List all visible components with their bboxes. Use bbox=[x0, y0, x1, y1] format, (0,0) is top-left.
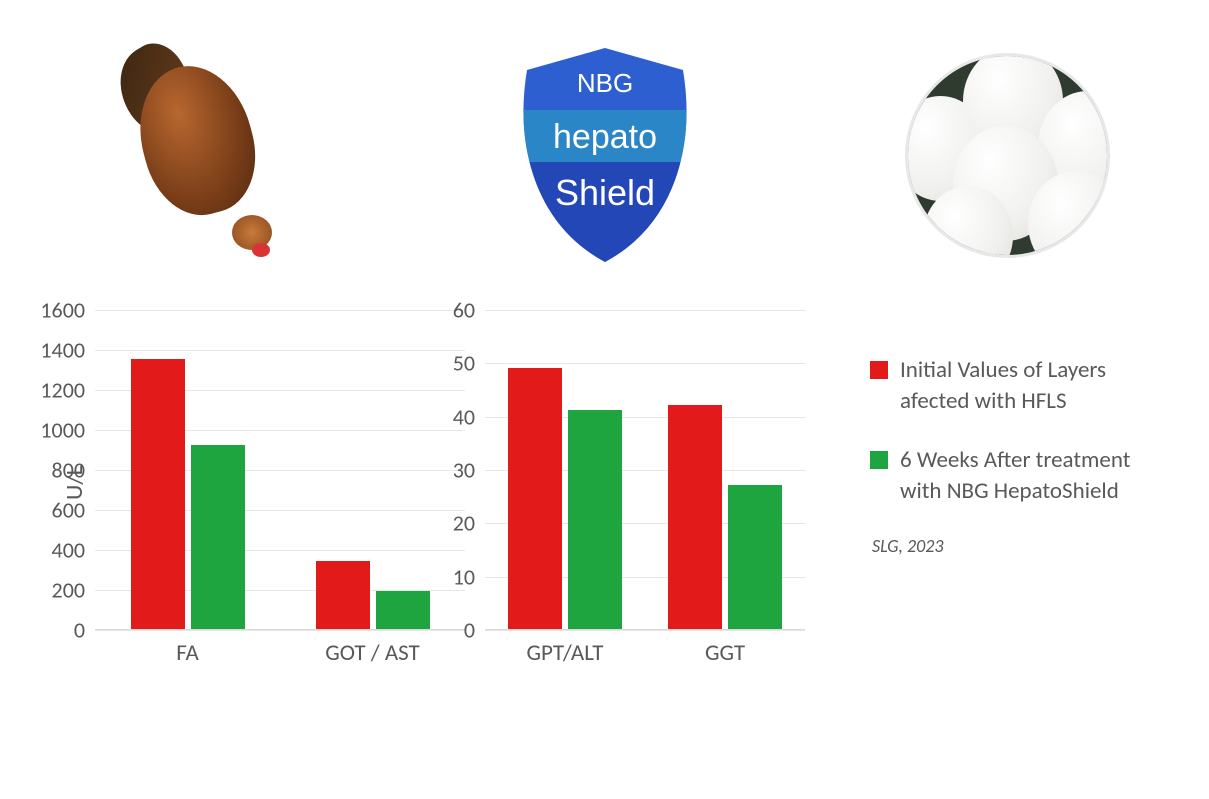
bar-initial bbox=[668, 405, 722, 629]
grid-line bbox=[95, 310, 465, 311]
y-tick-label: 40 bbox=[415, 403, 485, 430]
bar-after bbox=[728, 485, 782, 629]
legend-swatch-after bbox=[870, 451, 888, 469]
y-tick-label: 400 bbox=[25, 537, 95, 564]
grid-line bbox=[95, 630, 465, 631]
category-label: GGT bbox=[645, 639, 805, 667]
chicken-illustration bbox=[102, 45, 302, 265]
y-tick-label: 800 bbox=[25, 457, 95, 484]
chart-right: 0102030405060GPT/ALTGGT bbox=[485, 310, 805, 690]
legend-item: 6 Weeks After treatment with NBG HepatoS… bbox=[870, 445, 1170, 507]
legend-item: Initial Values of Layers afected with HF… bbox=[870, 355, 1170, 417]
charts-container: 02004006008001000120014001600FAGOT / AST… bbox=[95, 310, 845, 730]
shield-badge: NBG hepato Shield bbox=[505, 40, 705, 270]
y-tick-label: 30 bbox=[415, 457, 485, 484]
legend: Initial Values of Layers afected with HF… bbox=[870, 355, 1170, 557]
shield-line1: NBG bbox=[576, 68, 632, 98]
y-tick-label: 1000 bbox=[25, 417, 95, 444]
header-image-eggs bbox=[806, 53, 1209, 258]
bar-after bbox=[568, 410, 622, 629]
eggs-circle bbox=[905, 53, 1110, 258]
bar-initial bbox=[508, 368, 562, 629]
y-tick-label: 1200 bbox=[25, 377, 95, 404]
y-tick-label: 1400 bbox=[25, 337, 95, 364]
grid-line bbox=[485, 363, 805, 364]
legend-label: 6 Weeks After treatment with NBG HepatoS… bbox=[900, 445, 1170, 507]
grid-line bbox=[485, 310, 805, 311]
category-label: GPT/ALT bbox=[485, 639, 645, 667]
y-tick-label: 20 bbox=[415, 510, 485, 537]
header-row: NBG hepato Shield bbox=[0, 30, 1209, 280]
chart-left-plot: 02004006008001000120014001600FAGOT / AST bbox=[95, 310, 465, 630]
header-shield-logo: NBG hepato Shield bbox=[403, 40, 806, 270]
shield-line2: hepato bbox=[553, 118, 657, 156]
header-image-chicken bbox=[0, 45, 403, 265]
chart-left: 02004006008001000120014001600FAGOT / AST bbox=[95, 310, 465, 690]
category-label: FA bbox=[95, 639, 280, 667]
y-tick-label: 0 bbox=[415, 617, 485, 644]
grid-line bbox=[95, 350, 465, 351]
y-tick-label: 1600 bbox=[25, 297, 95, 324]
grid-line bbox=[485, 630, 805, 631]
shield-line3: Shield bbox=[554, 172, 654, 213]
bar-initial bbox=[131, 359, 185, 629]
y-tick-label: 600 bbox=[25, 497, 95, 524]
bar-initial bbox=[316, 561, 370, 629]
legend-swatch-initial bbox=[870, 361, 888, 379]
bar-after bbox=[191, 445, 245, 629]
credit-text: SLG, 2023 bbox=[872, 535, 1170, 557]
y-tick-label: 60 bbox=[415, 297, 485, 324]
y-tick-label: 10 bbox=[415, 563, 485, 590]
chart-right-plot: 0102030405060GPT/ALTGGT bbox=[485, 310, 805, 630]
legend-label: Initial Values of Layers afected with HF… bbox=[900, 355, 1170, 417]
y-tick-label: 0 bbox=[25, 617, 95, 644]
y-tick-label: 200 bbox=[25, 577, 95, 604]
y-tick-label: 50 bbox=[415, 350, 485, 377]
